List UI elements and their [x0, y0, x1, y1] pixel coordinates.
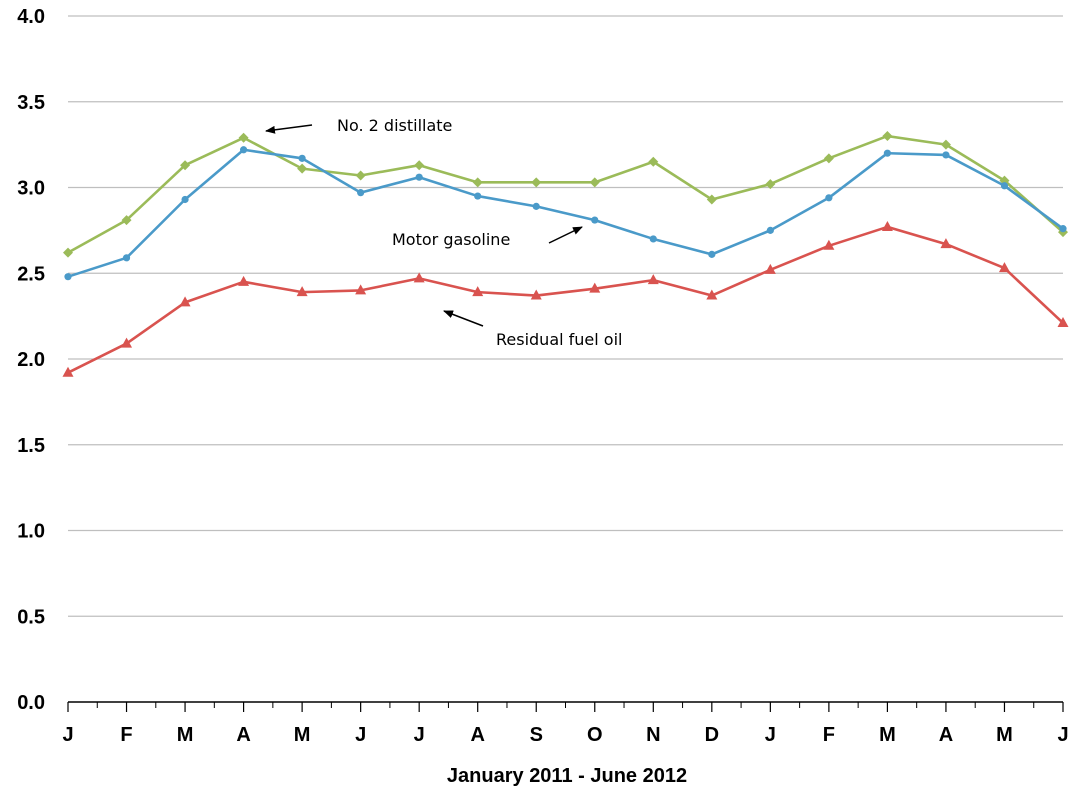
point-s1-3 — [239, 146, 248, 154]
series-line-2 — [67, 225, 1064, 374]
point-s1-0 — [64, 273, 72, 281]
y-tick-label-2.0: 2.0 — [17, 349, 45, 371]
point-s1-4 — [298, 154, 306, 162]
point-s0-0 — [63, 247, 73, 258]
x-tick-label-6: J — [414, 724, 425, 746]
x-tick-label-15: A — [939, 724, 953, 746]
annotation-label-residual: Residual fuel oil — [496, 330, 622, 349]
point-s2-2 — [179, 296, 191, 307]
series-line-0 — [67, 134, 1064, 254]
y-tick-label-3.0: 3.0 — [17, 178, 45, 200]
series-line-1 — [67, 148, 1064, 278]
y-tick-label-1.0: 1.0 — [17, 521, 45, 543]
point-s2-4 — [296, 286, 308, 297]
point-s0-1 — [121, 215, 132, 226]
point-s2-1 — [121, 337, 133, 348]
x-axis-title: January 2011 - June 2012 — [447, 765, 687, 787]
point-s0-14 — [882, 131, 893, 142]
point-s1-12 — [766, 226, 774, 234]
gridlines — [68, 15, 1063, 617]
point-s2-12 — [764, 263, 776, 274]
y-tick-label-3.5: 3.5 — [17, 92, 45, 114]
point-s0-13 — [823, 153, 834, 164]
axes: 0.0 0.5 1.0 1.5 2.0 2.5 3.0 3.5 4.0 J F M A M J J A S O N D J… — [17, 6, 1068, 746]
x-tick-label-12: J — [765, 724, 776, 746]
x-tick-label-10: N — [646, 724, 660, 746]
point-s1-16 — [1000, 182, 1009, 190]
x-tick-label-7: A — [470, 724, 484, 746]
point-s0-11 — [706, 194, 717, 205]
point-s0-8 — [531, 177, 542, 188]
point-s2-15 — [940, 238, 952, 249]
annotation-label-distillate: No. 2 distillate — [337, 116, 452, 135]
y-tick-label-2.5: 2.5 — [17, 263, 45, 285]
x-tick-label-4: M — [294, 724, 311, 746]
x-tick-label-11: D — [705, 724, 719, 746]
annotation-arrow-distillate — [265, 124, 313, 134]
point-s2-9 — [589, 282, 601, 293]
point-s2-16 — [998, 262, 1010, 273]
x-tick-label-17: J — [1057, 724, 1068, 746]
point-s2-13 — [823, 239, 835, 250]
point-s1-11 — [708, 250, 716, 258]
point-s2-11 — [706, 289, 718, 300]
y-tick-label-0.5: 0.5 — [17, 606, 45, 628]
x-tick-label-2: M — [177, 724, 194, 746]
point-s2-0 — [62, 366, 74, 377]
x-tick-label-5: J — [355, 724, 366, 746]
point-s0-15 — [940, 139, 951, 150]
annotation-arrow-gasoline — [548, 226, 583, 244]
point-s1-2 — [181, 195, 189, 204]
point-s2-14 — [881, 220, 893, 231]
y-tick-label-1.5: 1.5 — [17, 435, 45, 457]
x-tick-label-13: F — [823, 724, 835, 746]
point-s2-5 — [355, 284, 367, 295]
point-s1-6 — [415, 173, 423, 181]
annotations: No. 2 distillate Motor gasoline Residual… — [265, 116, 622, 349]
point-s1-15 — [942, 151, 950, 159]
annotation-label-gasoline: Motor gasoline — [392, 230, 510, 249]
point-s2-7 — [472, 286, 484, 297]
x-tick-label-3: A — [236, 724, 250, 746]
point-s0-10 — [648, 156, 659, 167]
point-s1-9 — [591, 216, 599, 224]
x-tick-label-8: S — [530, 724, 543, 746]
x-tick-label-1: F — [120, 724, 132, 746]
point-s2-6 — [413, 272, 425, 283]
point-s0-5 — [355, 170, 366, 181]
point-s1-1 — [122, 254, 131, 262]
point-s0-9 — [589, 177, 600, 188]
x-tick-label-16: M — [996, 724, 1013, 746]
y-tick-label-4.0: 4.0 — [17, 6, 45, 28]
point-s1-13 — [825, 194, 833, 202]
point-s1-10 — [649, 235, 657, 243]
x-tick-label-9: O — [587, 724, 603, 746]
point-s1-14 — [883, 149, 892, 157]
point-s0-7 — [472, 177, 483, 188]
x-tick-label-14: M — [879, 724, 896, 746]
point-s1-8 — [532, 202, 540, 210]
point-s0-12 — [765, 179, 776, 190]
point-s1-17 — [1059, 225, 1067, 233]
y-tick-label-0.0: 0.0 — [17, 692, 45, 714]
point-s0-2 — [180, 160, 191, 171]
series-lines — [62, 131, 1069, 377]
point-s0-3 — [238, 132, 249, 143]
point-s1-7 — [474, 192, 482, 200]
point-s0-4 — [297, 163, 308, 174]
point-s2-3 — [238, 275, 250, 286]
point-s2-17 — [1057, 316, 1069, 327]
point-s1-5 — [357, 189, 365, 197]
point-s2-8 — [530, 289, 542, 300]
point-s0-6 — [414, 160, 425, 171]
annotation-arrow-residual — [443, 310, 484, 327]
x-tick-label-0: J — [62, 724, 73, 746]
point-s2-10 — [647, 274, 659, 285]
